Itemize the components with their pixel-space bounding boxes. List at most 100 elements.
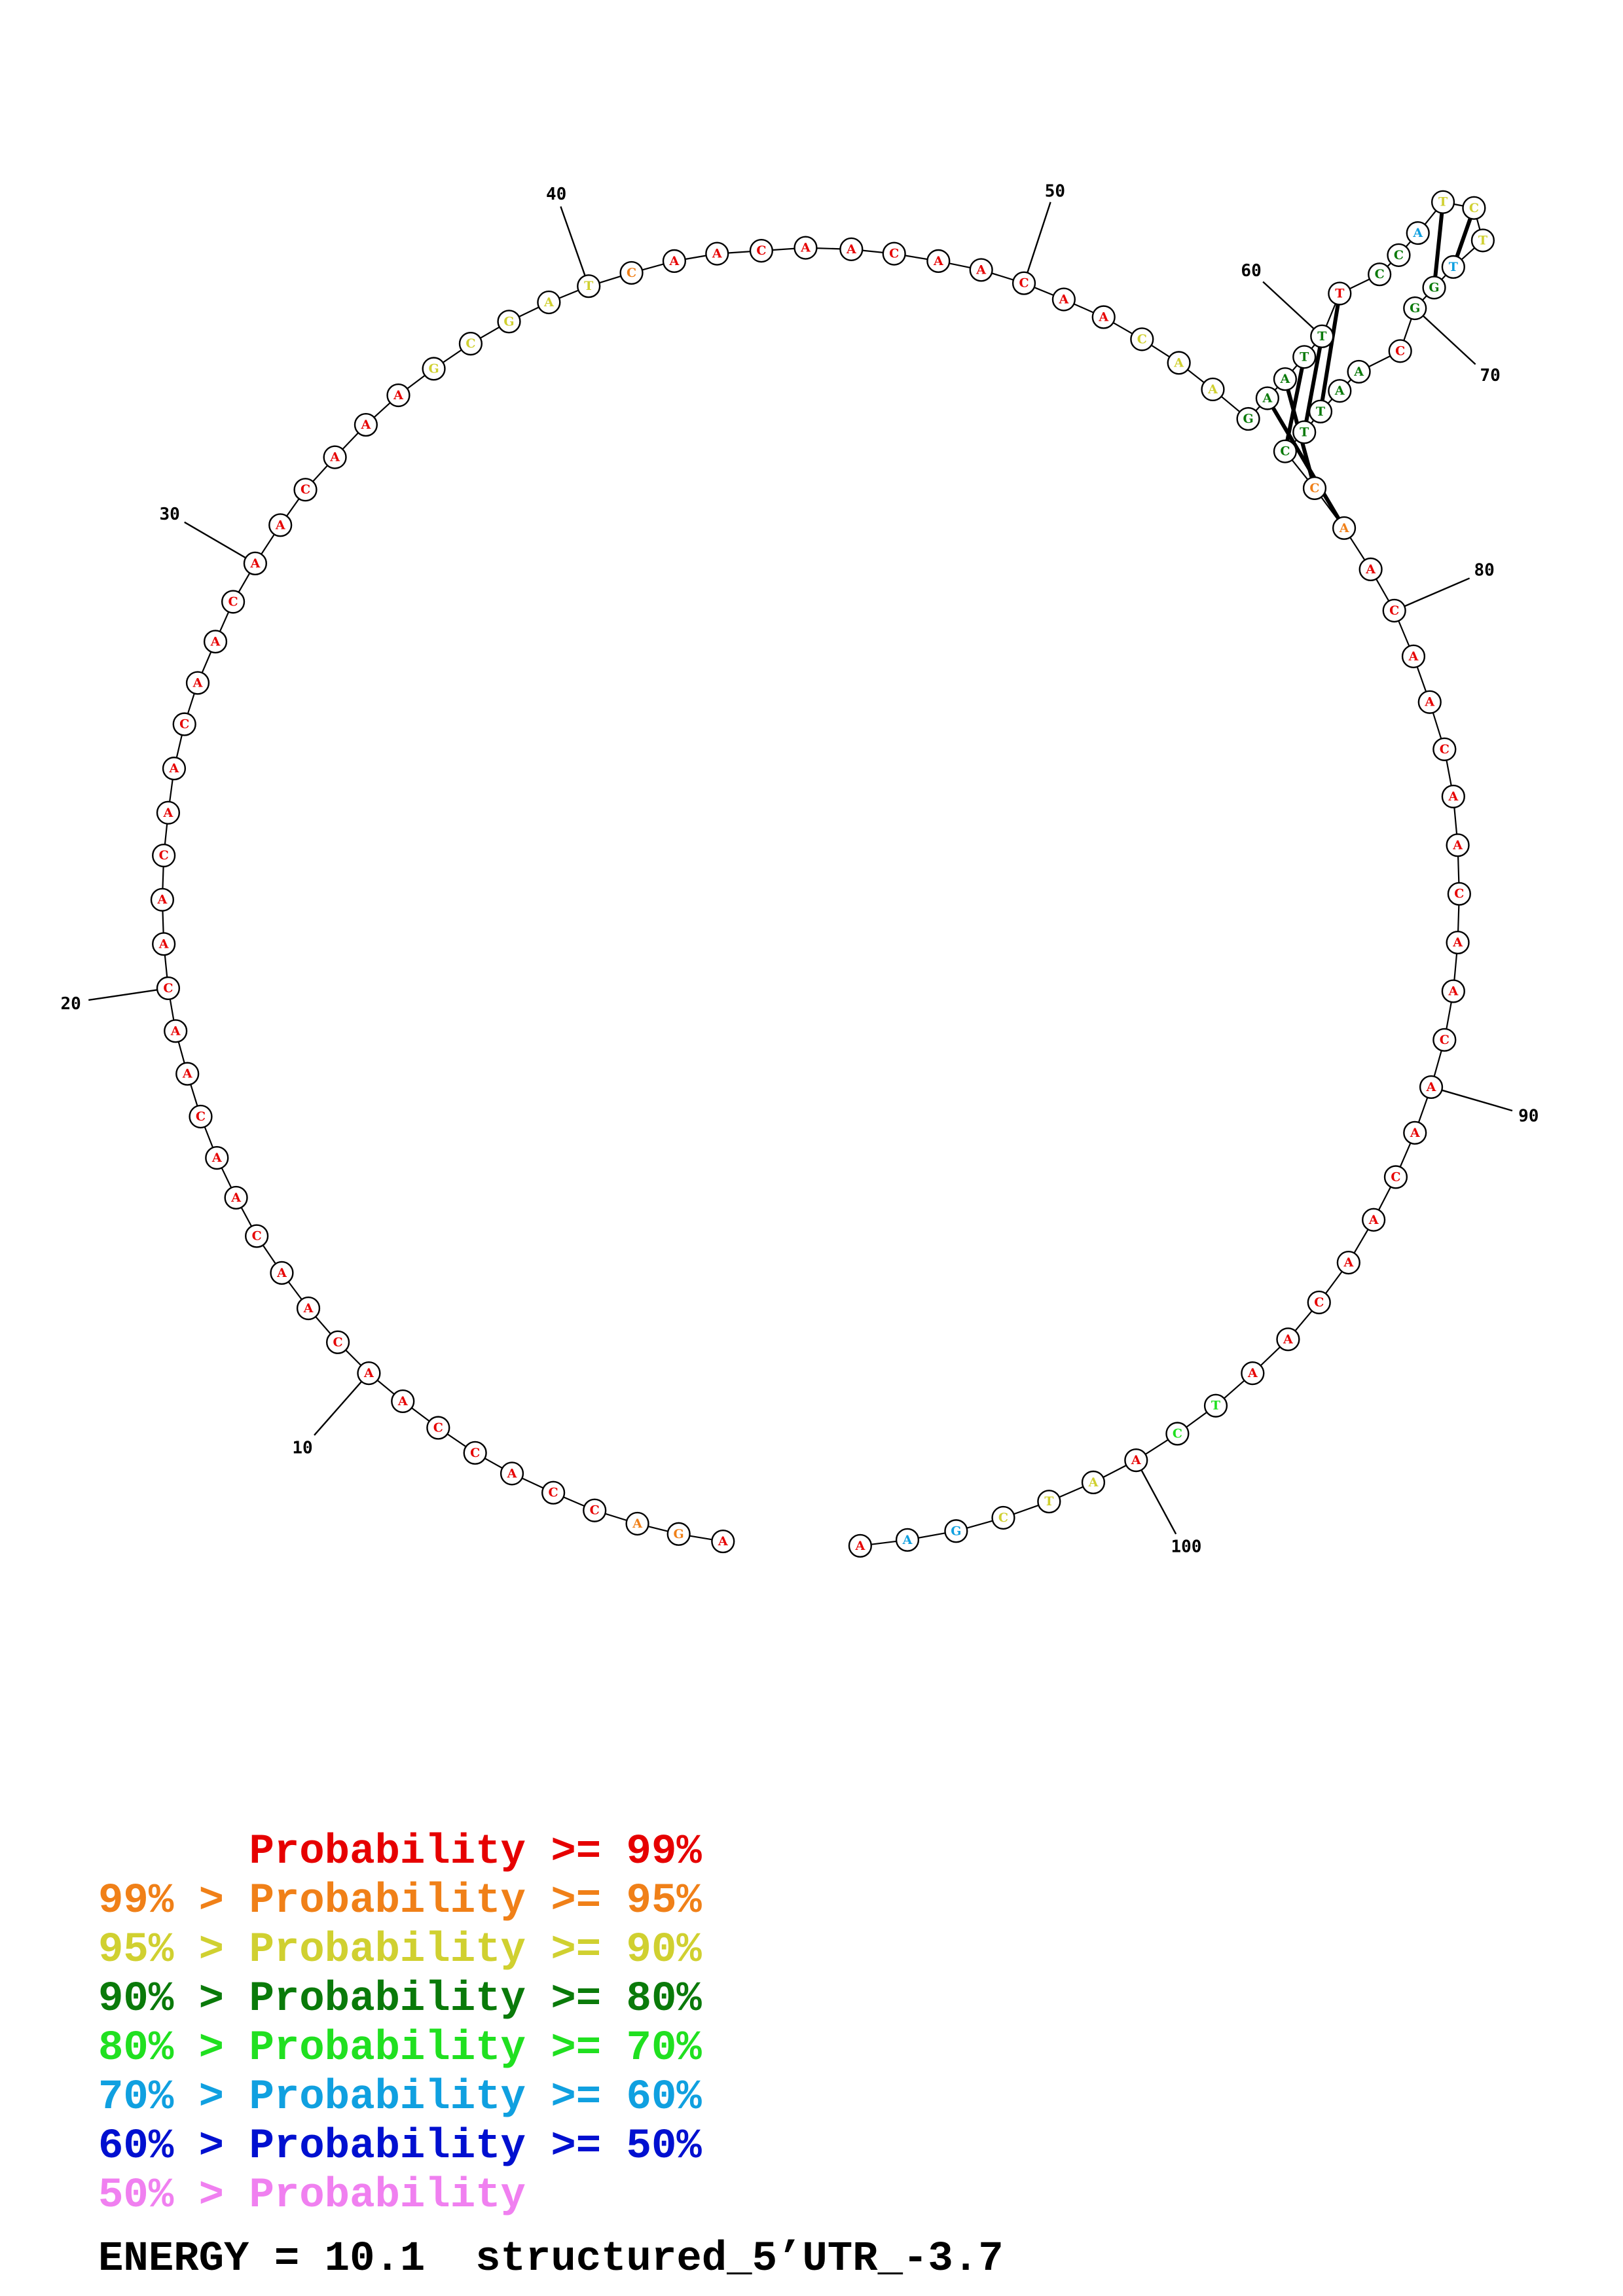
nucleotide: C — [1462, 196, 1486, 220]
nucleotide: A — [895, 1528, 920, 1552]
nucleotide-circle — [1441, 979, 1465, 1003]
nucleotide: A — [268, 513, 293, 537]
nucleotide-letter: A — [933, 254, 943, 268]
nucleotide-letter: A — [250, 556, 261, 571]
nucleotide-circle — [662, 249, 687, 273]
nucleotide: A — [1441, 784, 1465, 809]
nucleotide-letter: T — [1316, 404, 1325, 419]
legend-label: Probability >= 70% — [249, 2025, 702, 2072]
nucleotide: C — [152, 844, 176, 868]
nucleotide: A — [243, 551, 267, 575]
nucleotide: C — [1368, 262, 1392, 287]
nucleotide-circle — [386, 383, 410, 408]
nucleotide-circle — [426, 1416, 450, 1440]
nucleotide-circle — [1328, 379, 1352, 403]
tick-label: 100 — [1171, 1537, 1201, 1557]
nucleotide: C — [882, 242, 906, 266]
legend-row: 60% > Probability >= 50% — [98, 2126, 702, 2168]
nucleotide: A — [1201, 377, 1225, 402]
nucleotide: A — [1446, 833, 1470, 857]
nucleotide-circle — [164, 1019, 188, 1043]
nucleotide: A — [537, 290, 561, 315]
nucleotide: A — [1441, 979, 1465, 1003]
nucleotide: T — [1037, 1490, 1061, 1514]
nucleotide-circle — [926, 249, 951, 273]
legend-prefix: 50% > — [98, 2172, 249, 2219]
nucleotide: C — [619, 260, 644, 285]
nucleotide: C — [1307, 1290, 1331, 1315]
nucleotide-letter: C — [590, 1503, 600, 1518]
tick-line — [314, 1372, 370, 1436]
nucleotide-letter: C — [1394, 248, 1404, 262]
nucleotide-letter: A — [1247, 1366, 1258, 1380]
nucleotide-letter: A — [329, 450, 340, 465]
nucleotide-letter: T — [1335, 286, 1344, 300]
legend-row: 70% > Probability >= 60% — [98, 2077, 702, 2119]
nucleotide-letter: T — [1300, 350, 1309, 364]
nucleotide: C — [991, 1505, 1015, 1530]
base-pair-line — [1432, 202, 1446, 288]
tick-label: 30 — [160, 505, 180, 524]
nucleotide-circle — [577, 274, 601, 298]
nucleotide-circle — [1432, 1028, 1457, 1052]
nucleotide-circle — [1332, 516, 1357, 540]
nucleotide-letter: A — [1339, 521, 1349, 535]
nucleotide: A — [1446, 930, 1470, 955]
nucleotide: A — [152, 932, 176, 956]
nucleotide-letter: A — [1173, 355, 1184, 370]
nucleotide: A — [1417, 690, 1442, 714]
nucleotide-circle — [1441, 784, 1465, 809]
nucleotide-letter: C — [1454, 887, 1464, 901]
nucleotide-circle — [793, 236, 818, 260]
nucleotide: A — [1359, 557, 1383, 582]
nucleotide-circle — [1336, 1251, 1360, 1275]
nucleotide-letter: A — [632, 1516, 642, 1531]
nucleotide: C — [172, 712, 196, 736]
nucleotide-letter: C — [252, 1229, 262, 1244]
position-ticks: 10 20 30 40 50 60 70 80 90 100 — [61, 181, 1539, 1556]
nucleotide-circle — [156, 800, 181, 825]
nucleotide-circle — [1462, 196, 1486, 220]
nucleotide: A — [1081, 1470, 1106, 1495]
nucleotide-letter: A — [1353, 365, 1364, 379]
nucleotide-circle — [705, 242, 729, 266]
nucleotide-letter: C — [1395, 344, 1405, 358]
nucleotide-circle — [1401, 644, 1426, 668]
nucleotide-circle — [172, 712, 196, 736]
nucleotide-letter: C — [1309, 481, 1319, 495]
tick-line — [1135, 1460, 1177, 1535]
nucleotide-letter: G — [428, 361, 439, 376]
nucleotide-circle — [1406, 221, 1430, 245]
nucleotide: A — [1347, 359, 1371, 384]
nucleotide: A — [205, 1146, 229, 1170]
nucleotide-letter: A — [1098, 310, 1108, 325]
legend-label: Probability >= 95% — [249, 1878, 702, 1925]
nucleotide-letter: A — [1088, 1475, 1099, 1490]
tick-label: 10 — [292, 1439, 312, 1458]
nucleotide-letter: A — [1452, 935, 1463, 950]
legend-label: Probability >= 90% — [249, 1927, 702, 1974]
nucleotide-circle — [152, 932, 176, 956]
tick-line — [88, 987, 169, 1001]
nucleotide-circle — [625, 1511, 649, 1536]
tick-line — [184, 521, 256, 564]
nucleotide-circle — [156, 976, 181, 1001]
legend-row: 99% > Probability >= 95% — [98, 1880, 702, 1922]
nucleotide-letter: G — [503, 314, 514, 329]
nucleotide: C — [1447, 882, 1471, 906]
nucleotide-letter: C — [433, 1421, 443, 1435]
nucleotide: C — [458, 331, 483, 356]
nucleotide-circle — [882, 242, 906, 266]
nucleotide-letter: C — [1173, 1427, 1182, 1441]
nucleotide-letter: A — [163, 806, 173, 820]
nucleotide-circle — [357, 1361, 381, 1386]
nucleotide-letter: C — [1440, 742, 1450, 757]
nucleotide: T — [1308, 399, 1333, 423]
nucleotide: A — [1336, 1251, 1360, 1275]
legend-row: 95% > Probability >= 90% — [98, 1929, 702, 1971]
nucleotide-letter: T — [584, 279, 593, 293]
nucleotide-circle — [221, 590, 246, 614]
nucleotide-letter: A — [718, 1534, 728, 1549]
nucleotide: A — [969, 258, 993, 282]
nucleotide: A — [1273, 367, 1298, 391]
